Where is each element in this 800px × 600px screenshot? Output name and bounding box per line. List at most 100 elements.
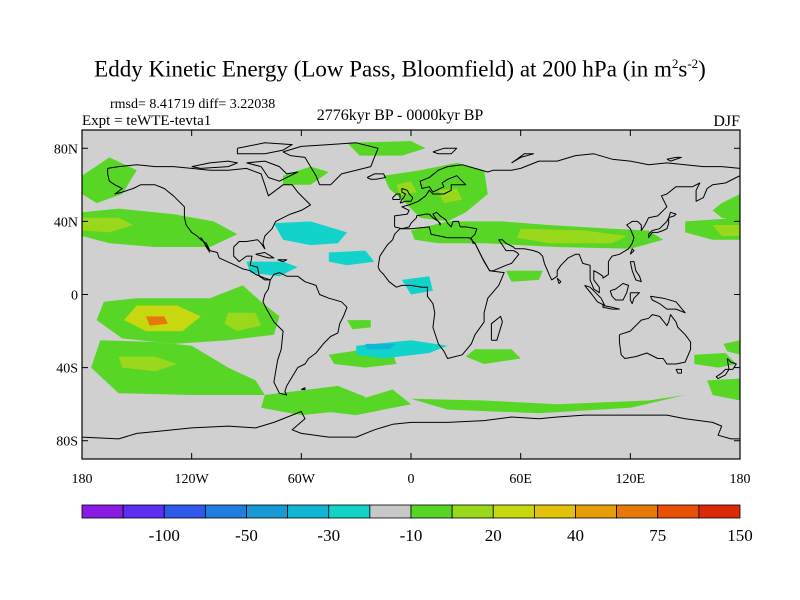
anomaly-region (712, 194, 740, 222)
lon-tick-label: 180 (730, 472, 751, 487)
lon-tick-label: 180 (72, 472, 93, 487)
lon-tick-label: 120W (175, 472, 210, 487)
anomaly-region (246, 261, 298, 277)
coastline (556, 277, 562, 284)
season-label: DJF (713, 113, 740, 130)
anomaly-region (273, 221, 347, 246)
coastline (629, 248, 635, 255)
coastline (282, 142, 379, 186)
coastline (191, 160, 238, 169)
coastline (82, 411, 740, 440)
anomaly-region (365, 343, 397, 350)
anomaly-region (438, 188, 463, 204)
colorbar-label: 150 (727, 526, 753, 545)
coastline (629, 292, 640, 305)
coastline (609, 283, 629, 301)
coastline (715, 368, 730, 380)
coastline (490, 315, 503, 341)
coastline (649, 295, 686, 314)
coastline (301, 387, 306, 390)
stats-line: rmsd= 8.41719 diff= 3.22038 (110, 97, 276, 112)
anomaly-region (118, 356, 177, 372)
anomaly-region (283, 166, 329, 185)
coastline (394, 175, 740, 294)
colorbar-label: -30 (317, 526, 340, 545)
colorbar-swatch (163, 504, 206, 519)
colorbar-label: 20 (485, 526, 502, 545)
colorbar-swatch (451, 504, 494, 519)
anomaly-region (347, 320, 371, 330)
coastline (675, 368, 682, 374)
lon-tick-label: 120E (616, 472, 646, 487)
colorbar-swatch (698, 504, 741, 519)
anomaly-region (224, 312, 262, 332)
coastlines (82, 142, 740, 440)
colorbar: -100 -50 -30 -10 20 40 75 150 (81, 504, 753, 545)
coastline (366, 173, 386, 180)
anomaly-region (411, 395, 686, 414)
coastline (629, 261, 642, 283)
colorbar-swatch (575, 504, 618, 519)
colorbar-label: 40 (567, 526, 584, 545)
anomaly-region (328, 250, 375, 266)
coastline (262, 272, 348, 396)
colorbar-swatch (204, 504, 247, 519)
colorbar-swatch (410, 504, 453, 519)
colorbar-swatch (533, 504, 576, 519)
plot-title: Eddy Kinetic Energy (Low Pass, Bloomfiel… (94, 56, 706, 82)
lon-tick-label: 0 (408, 472, 415, 487)
lon-tick-label: 60W (288, 472, 316, 487)
coastline (246, 160, 299, 182)
coastline (200, 237, 211, 253)
lat-tick-label: 0 (71, 289, 78, 304)
lat-tick-label: 80S (56, 435, 78, 450)
anomaly-region (723, 340, 740, 355)
map-axes: 80N 40N 0 40S 80S 180 120W 60W 0 60E 120E 180 (54, 130, 751, 487)
anomaly-region (82, 217, 134, 233)
coastline (377, 226, 505, 359)
colorbar-swatch (246, 504, 289, 519)
coastline (236, 142, 293, 155)
coastline (399, 188, 414, 204)
anomaly-region (465, 349, 521, 364)
colorbar-label: -100 (149, 526, 180, 545)
colorbar-label: -50 (235, 526, 258, 545)
anomaly-region (707, 378, 740, 401)
anomaly-region (694, 353, 737, 368)
coastline (618, 314, 692, 365)
colorbar-swatch (492, 504, 535, 519)
lat-tick-label: 40N (54, 215, 78, 230)
lat-tick-label: 40S (56, 362, 78, 377)
coastline (277, 259, 288, 263)
anomaly-region (506, 270, 543, 282)
coastline (666, 156, 682, 162)
colorbar-swatch (81, 504, 124, 519)
anomaly-region (347, 141, 426, 156)
colorbar-swatch (369, 504, 412, 519)
colorbar-label: -10 (400, 526, 423, 545)
colorbar-swatch (657, 504, 700, 519)
coastline (392, 193, 401, 200)
coastline (255, 252, 275, 259)
anomaly-region (292, 389, 411, 416)
colorbar-label: 75 (649, 526, 666, 545)
colorbar-swatch (328, 504, 371, 519)
coastline (394, 153, 740, 227)
anomaly-region (383, 162, 488, 222)
lat-tick-label: 80N (54, 142, 78, 157)
coastline (726, 358, 737, 370)
coastline (648, 217, 670, 239)
anomaly-region (517, 228, 627, 244)
colorbar-swatch (287, 504, 330, 519)
anomaly-region (401, 276, 433, 295)
anomaly-region (712, 225, 740, 236)
coastline (511, 153, 534, 164)
anomaly-region (146, 316, 168, 326)
coastline (668, 211, 677, 219)
anomaly-region (91, 340, 265, 395)
experiment-label: Expt = teWTE-tevta1 (82, 113, 212, 129)
coastline (602, 305, 620, 310)
coastline (432, 147, 458, 155)
colorbar-swatch (616, 504, 659, 519)
